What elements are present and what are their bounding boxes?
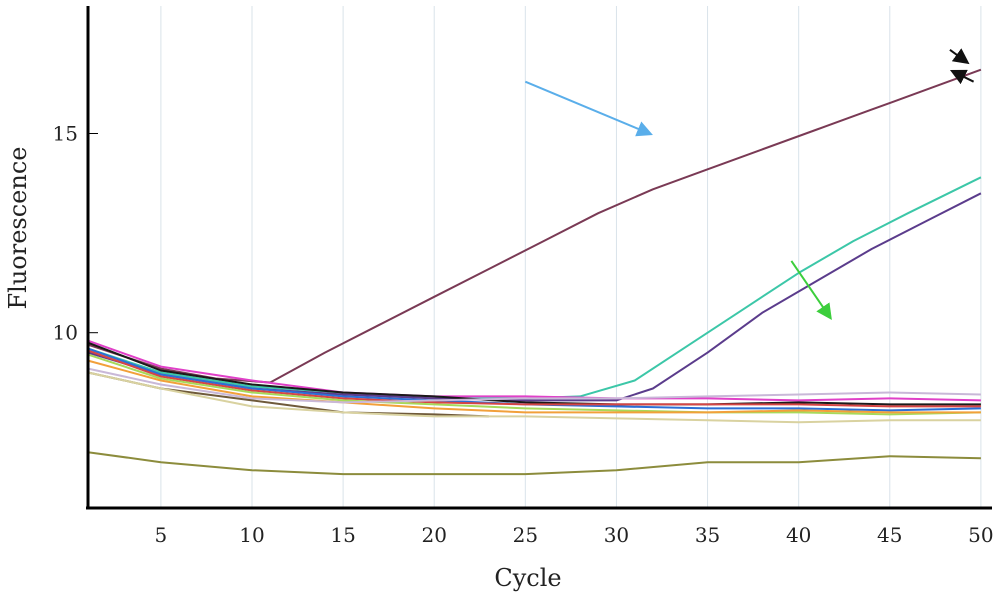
annotation-arrow-2 xyxy=(790,260,832,321)
series-lines xyxy=(87,68,982,476)
x-tick-label: 10 xyxy=(239,523,264,547)
series-line-10 xyxy=(87,367,981,404)
x-tick-label: 25 xyxy=(513,523,538,547)
x-tick-label: 35 xyxy=(695,523,720,547)
y-tick-label: 10 xyxy=(53,321,78,345)
series-line-5 xyxy=(87,341,981,406)
annotation-arrows xyxy=(524,48,975,321)
series-line-8 xyxy=(87,353,981,416)
series-line-4 xyxy=(87,339,981,402)
series-line-3 xyxy=(87,192,982,402)
tick-labels: 5 10 15 20 25 30 35 40 45 50 10 15 xyxy=(53,121,994,547)
x-tick-label: 40 xyxy=(786,523,811,547)
x-tick-label: 30 xyxy=(604,523,629,547)
x-tick-label: 45 xyxy=(877,523,902,547)
annotation-arrow-4 xyxy=(949,69,975,85)
grid-lines xyxy=(160,6,982,508)
series-line-13 xyxy=(87,451,981,476)
x-tick-label: 5 xyxy=(155,523,168,547)
y-tick-label: 15 xyxy=(53,121,78,145)
series-line-12 xyxy=(87,371,981,424)
x-tick-label: 50 xyxy=(968,523,993,547)
series-line-2 xyxy=(87,176,982,400)
series-line-7 xyxy=(87,349,981,408)
y-axis-title: Fluorescence xyxy=(4,147,32,310)
annotation-arrow-1 xyxy=(524,80,653,137)
x-tick-label: 15 xyxy=(330,523,355,547)
x-tick-label: 20 xyxy=(421,523,446,547)
annotation-arrow-3 xyxy=(949,48,970,65)
series-line-1 xyxy=(87,68,982,384)
series-line-9 xyxy=(87,359,981,414)
x-axis-title: Cycle xyxy=(494,564,561,592)
